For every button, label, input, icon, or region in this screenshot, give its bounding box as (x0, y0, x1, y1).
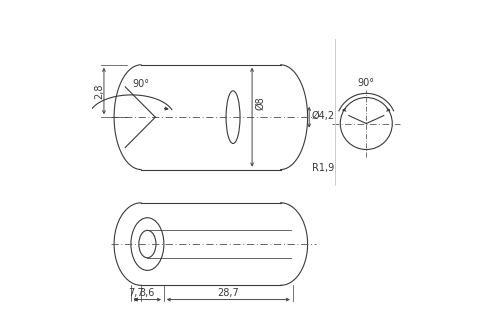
Text: R1,9: R1,9 (312, 163, 335, 173)
Text: 2,8: 2,8 (94, 83, 104, 99)
Text: 90°: 90° (358, 78, 375, 88)
Text: 28,7: 28,7 (217, 288, 239, 298)
Text: Ø8: Ø8 (255, 96, 265, 110)
Text: 90°: 90° (133, 79, 150, 89)
Text: 7,7: 7,7 (128, 288, 144, 298)
Text: Ø4,2: Ø4,2 (312, 111, 335, 121)
Text: 3,6: 3,6 (140, 288, 155, 298)
